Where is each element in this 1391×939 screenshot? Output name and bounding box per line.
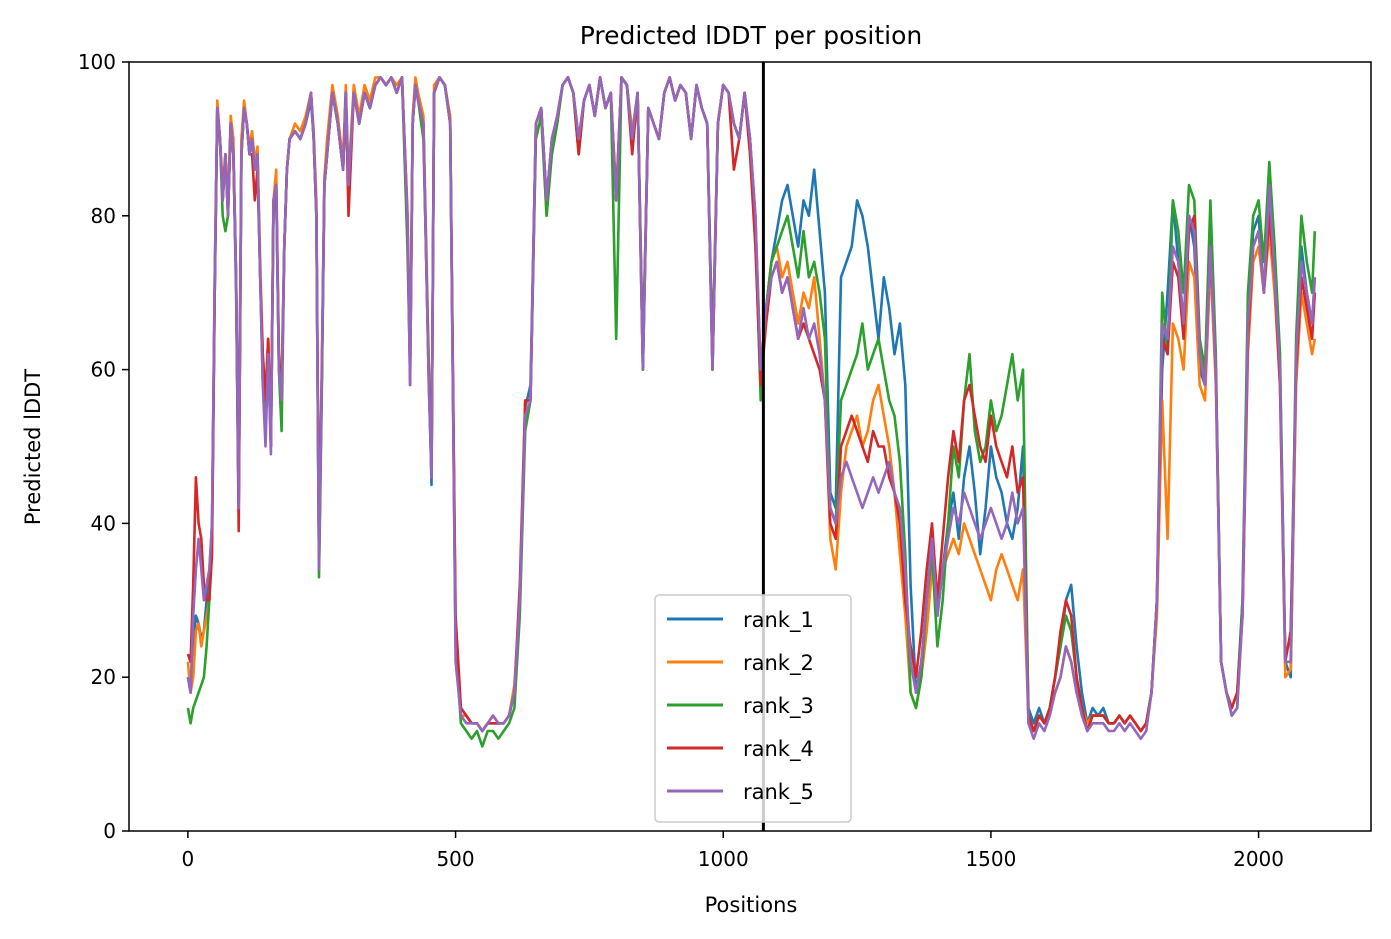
legend-box bbox=[654, 594, 852, 823]
x-tick-label: 0 bbox=[182, 847, 195, 871]
x-tick-label: 1000 bbox=[698, 847, 749, 871]
y-tick-label: 20 bbox=[91, 665, 116, 689]
legend-label-rank_5: rank_5 bbox=[743, 780, 814, 805]
y-tick-label: 0 bbox=[103, 819, 116, 843]
series-line-rank_5 bbox=[186, 76, 1317, 741]
legend-label-rank_2: rank_2 bbox=[743, 651, 814, 676]
y-axis: 0 20 40 60 80 100 bbox=[78, 50, 129, 843]
y-axis-label: Predicted lDDT bbox=[21, 369, 45, 525]
y-tick-label: 60 bbox=[91, 358, 116, 382]
legend-label-rank_4: rank_4 bbox=[743, 737, 814, 762]
x-tick-label: 500 bbox=[436, 847, 474, 871]
chart-title: Predicted lDDT per position bbox=[580, 21, 922, 50]
x-tick-label: 1500 bbox=[965, 847, 1016, 871]
y-tick-label: 80 bbox=[91, 204, 116, 228]
x-axis: 0 500 1000 1500 2000 bbox=[182, 831, 1284, 871]
legend-label-rank_1: rank_1 bbox=[743, 608, 814, 633]
legend-label-rank_3: rank_3 bbox=[743, 694, 814, 719]
x-tick-label: 2000 bbox=[1233, 847, 1284, 871]
plot-frame bbox=[128, 61, 1372, 832]
x-axis-label: Positions bbox=[705, 893, 798, 917]
legend: rank_1 rank_2 rank_3 rank_4 rank_5 bbox=[654, 594, 852, 823]
y-tick-label: 40 bbox=[91, 511, 116, 535]
series-layer bbox=[186, 76, 1317, 748]
y-tick-label: 100 bbox=[78, 50, 116, 74]
